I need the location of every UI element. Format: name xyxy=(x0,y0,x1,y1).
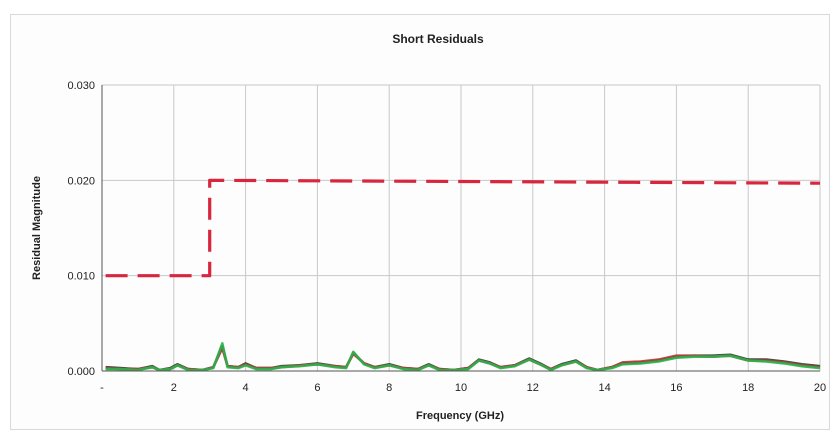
axes xyxy=(101,85,820,372)
residual-series-line xyxy=(105,342,821,372)
x-tick-label: 2 xyxy=(171,382,177,394)
x-tick-label: 16 xyxy=(670,382,682,394)
limit-line-series xyxy=(105,178,821,278)
x-tick-label: 10 xyxy=(455,382,467,394)
y-tick-label: 0.020 xyxy=(67,175,95,187)
y-tick-label: 0.030 xyxy=(67,80,95,92)
x-tick-label: - xyxy=(100,382,104,394)
x-tick-label: 12 xyxy=(527,382,539,394)
x-tick-label: 20 xyxy=(814,382,826,394)
x-tick-label: 18 xyxy=(742,382,754,394)
x-tick-label: 4 xyxy=(243,382,249,394)
chart-frame xyxy=(10,14,830,430)
y-axis-label: Residual Magnitude xyxy=(31,176,43,280)
chart-title: Short Residuals xyxy=(392,32,484,46)
x-tick-label: 14 xyxy=(598,382,610,394)
x-tick-label: 6 xyxy=(314,382,320,394)
y-tick-label: 0.000 xyxy=(67,366,95,378)
y-tick-label: 0.010 xyxy=(67,271,95,283)
series-group xyxy=(105,178,821,372)
x-tick-label: 8 xyxy=(386,382,392,394)
grid-lines xyxy=(102,84,821,371)
x-axis-label: Frequency (GHz) xyxy=(416,410,504,422)
tick-labels: - 2 4 6 8 10 12 14 16 18 20 0.000 0.010 0.020 0.030 xyxy=(67,80,826,394)
